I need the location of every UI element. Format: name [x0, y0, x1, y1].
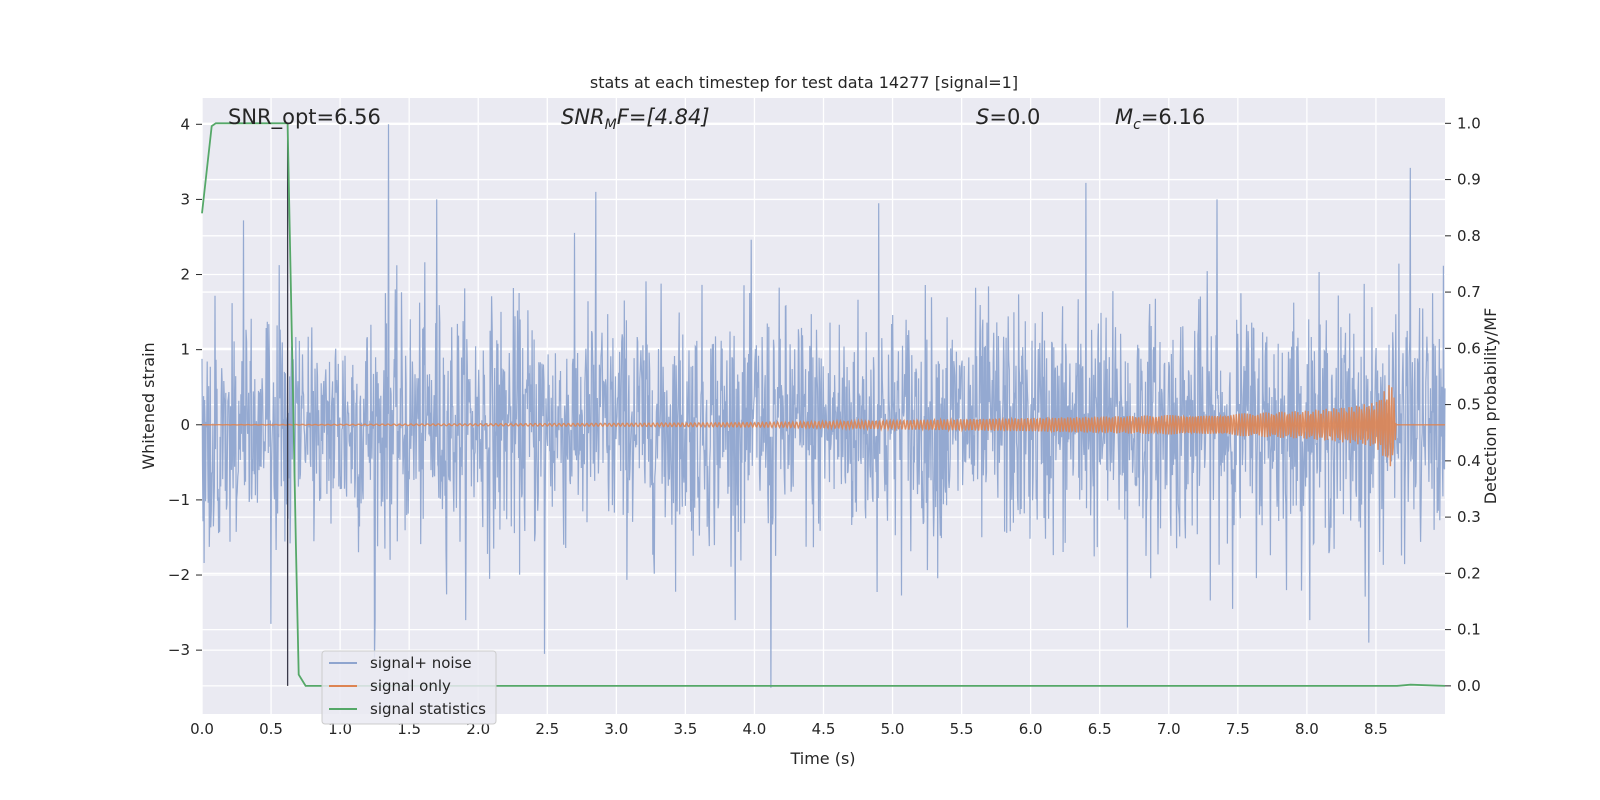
y-tick-label: 0: [180, 416, 190, 434]
annotation-s-main: S: [976, 105, 989, 129]
legend: signal+ noise signal only signal statist…: [321, 650, 497, 725]
y-right-tick-label: 1.0: [1457, 114, 1481, 132]
y-axis-label: Whitened strain: [139, 342, 158, 469]
annotation-mc: Mc=6.16: [1115, 105, 1205, 133]
series-signal-only: [202, 385, 1445, 467]
y-tick-label: 2: [180, 266, 190, 284]
legend-label-signal-noise: signal+ noise: [370, 654, 472, 672]
y-right-tick-label: 0.2: [1457, 564, 1481, 582]
legend-box: [321, 650, 497, 725]
x-tick-label: 0.5: [259, 720, 283, 738]
legend-label-signal-only: signal only: [370, 677, 451, 695]
x-axis-label: Time (s): [789, 749, 855, 768]
y-tick-label: −3: [168, 641, 190, 659]
line-signal-statistics: [201, 122, 1446, 687]
y-right-tick-label: 0.4: [1457, 452, 1481, 470]
y-right-tick-label: 0.7: [1457, 283, 1481, 301]
y-tick-label: −2: [168, 566, 190, 584]
x-tick-label: 3.0: [604, 720, 628, 738]
annotation-mc-rest: =6.16: [1141, 105, 1205, 129]
annotation-snr-mf: SNRMF=[4.84]: [561, 105, 710, 133]
y-right-tick-label: 0.5: [1457, 396, 1481, 414]
x-tick-label: 7.5: [1226, 720, 1250, 738]
annotation-snr-opt: SNR_opt=6.56: [228, 105, 381, 130]
grid-vertical: [201, 98, 1377, 714]
annotation-s: S=0.0: [976, 105, 1040, 129]
series-signal-noise: [201, 124, 1446, 688]
y-axis-right-ticks: 0.0 0.1 0.2 0.3 0.4 0.5 0.6 0.7 0.8 0.9 1.0: [1445, 114, 1481, 695]
x-tick-label: 7.0: [1157, 720, 1181, 738]
y-right-tick-label: 0.0: [1457, 677, 1481, 695]
x-tick-label: 5.5: [950, 720, 974, 738]
y-tick-label: 3: [180, 190, 190, 208]
annotation-mc-sub: c: [1133, 117, 1141, 133]
y-right-tick-label: 0.1: [1457, 621, 1481, 639]
y-tick-label: −1: [168, 491, 190, 509]
y-right-tick-label: 0.9: [1457, 171, 1481, 189]
series-signal-statistics: [201, 122, 1446, 687]
line-signal-noise: [201, 124, 1446, 688]
annotation-snr-mf-sub: M: [605, 117, 617, 133]
x-tick-label: 3.5: [673, 720, 697, 738]
annotation-s-rest: =0.0: [989, 105, 1040, 129]
chart-title: stats at each timestep for test data 142…: [590, 73, 1018, 92]
y-right-tick-label: 0.8: [1457, 227, 1481, 245]
annotation-snr-mf-main: SNR: [561, 105, 605, 129]
annotation-mc-main: M: [1115, 105, 1133, 129]
y-axis-left-ticks: −3 −2 −1 0 1 2 3 4: [168, 115, 202, 659]
y-tick-label: 4: [180, 115, 190, 133]
y-axis-right-label: Detection probability/MF: [1481, 308, 1500, 505]
y-tick-label: 1: [180, 341, 190, 359]
x-axis-ticks: 0.0 0.5 1.0 1.5 2.0 2.5 3.0 3.5 4.0 4.5 5.0 5.5 6.0 6…: [190, 720, 1388, 738]
x-tick-label: 0.0: [190, 720, 214, 738]
legend-label-signal-statistics: signal statistics: [370, 700, 486, 718]
y-right-tick-label: 0.3: [1457, 508, 1481, 526]
x-tick-label: 8.5: [1364, 720, 1388, 738]
x-tick-label: 6.0: [1019, 720, 1043, 738]
x-tick-label: 6.5: [1088, 720, 1112, 738]
line-signal-only: [202, 385, 1445, 467]
annotation-snr-mf-rest: F=[4.84]: [617, 105, 710, 129]
x-tick-label: 2.5: [535, 720, 559, 738]
x-tick-label: 5.0: [881, 720, 905, 738]
x-tick-label: 4.0: [743, 720, 767, 738]
y-right-tick-label: 0.6: [1457, 339, 1481, 357]
x-tick-label: 8.0: [1295, 720, 1319, 738]
x-tick-label: 4.5: [812, 720, 836, 738]
